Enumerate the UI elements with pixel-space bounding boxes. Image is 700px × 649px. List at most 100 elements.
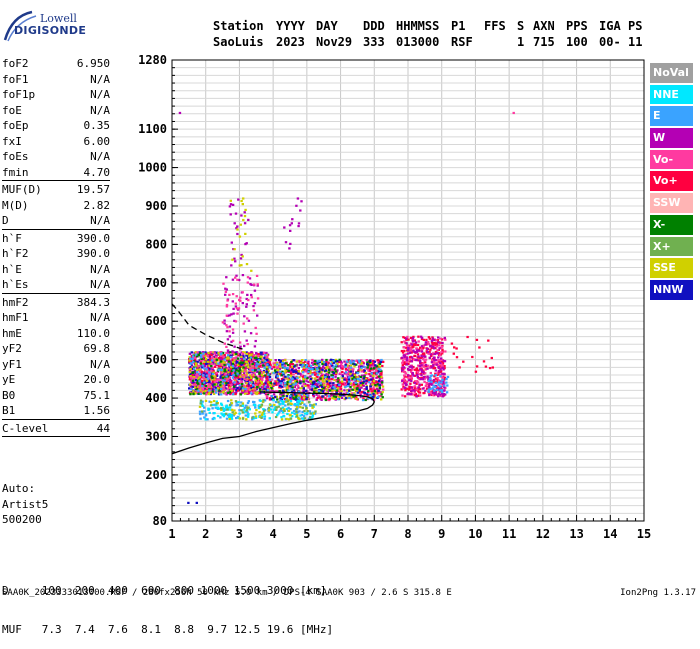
echo-point [208,367,211,370]
echo-point [418,378,421,381]
echo-point [278,380,281,383]
echo-point [245,372,249,375]
echo-point [333,388,336,391]
echo-point [192,393,195,396]
echo-point [235,369,238,372]
echo-point [247,381,251,384]
echo-point [265,379,268,383]
echo-point [375,381,378,384]
echo-point [238,374,241,377]
echo-point [324,375,327,379]
echo-point [212,399,216,403]
echo-point [265,356,268,359]
echo-point [203,377,206,380]
echo-point [201,400,204,403]
echo-point [490,356,493,360]
hdr-pps: 100 [566,35,588,49]
echo-point [283,226,286,229]
axis-ticks: 1 2 3 4 5 6 7 8 9 10 11 12 13 14 158020030040050060070… [138,53,651,541]
echo-point [223,369,227,372]
echo-point [335,386,338,389]
echo-point [298,401,301,404]
echo-point [219,351,222,354]
echo-point [266,358,269,361]
echo-point [413,354,416,357]
echo-point [259,381,262,384]
param-label: foF1p [2,88,36,101]
echo-point [198,380,201,383]
echo-point [210,352,214,355]
echo-point [216,381,219,384]
echo-point [437,370,441,373]
echo-point [253,383,257,386]
echo-point [201,354,205,357]
echo-point [376,359,380,362]
echo-point [438,344,441,347]
echo-point [321,374,324,377]
echo-point [303,393,306,397]
echo-point [264,374,267,377]
echo-point [283,366,286,369]
echo-point [209,358,212,361]
echo-point [424,358,428,361]
echo-point [212,370,215,373]
echo-point [265,370,268,373]
echo-point [431,387,434,390]
echo-point [272,384,275,387]
echo-point [380,393,383,396]
echo-point [429,365,433,368]
echo-point [438,387,441,391]
echo-point [253,283,256,286]
echo-point [207,359,210,362]
echo-point [236,372,239,375]
echo-point [234,212,238,215]
echo-point [438,347,441,350]
echo-point [190,382,194,385]
echo-point [272,393,276,396]
echo-point [427,379,430,382]
echo-point [324,393,327,396]
echo-point [296,376,299,380]
echo-point [405,344,409,347]
echo-point [220,352,223,355]
echo-point [416,353,420,356]
echo-point [306,410,309,413]
echo-point [379,368,382,371]
echo-point [301,414,304,417]
echo-point [434,377,438,380]
echo-point [226,367,230,370]
echo-point [407,379,411,382]
echo-point [217,393,221,396]
echo-point [225,375,228,378]
echo-point [325,380,329,383]
echo-point [240,380,243,383]
echo-point [354,381,357,384]
echo-point [426,375,429,378]
echo-point [349,385,352,389]
echo-point [260,374,264,377]
echo-point [310,361,314,364]
echo-point [415,358,418,362]
echo-point [192,381,195,384]
echo-point [205,352,209,355]
echo-point [427,390,430,393]
echo-point [229,356,233,359]
echo-point [263,366,266,369]
echo-point [378,365,381,368]
param-row: foF2 6.950 [2,56,110,72]
echo-point [403,355,406,358]
echo-point [201,404,204,408]
echo-point [203,410,206,413]
echo-point [430,380,433,383]
echo-point [407,368,411,371]
echo-point [243,378,246,381]
echo-point [357,377,360,380]
echo-point [209,361,212,364]
echo-point [247,319,251,322]
echo-point [326,391,329,394]
echo-point [225,404,228,407]
echo-point [312,392,315,396]
echo-point [253,345,257,348]
echo-point [246,343,249,346]
echo-point [279,363,282,366]
